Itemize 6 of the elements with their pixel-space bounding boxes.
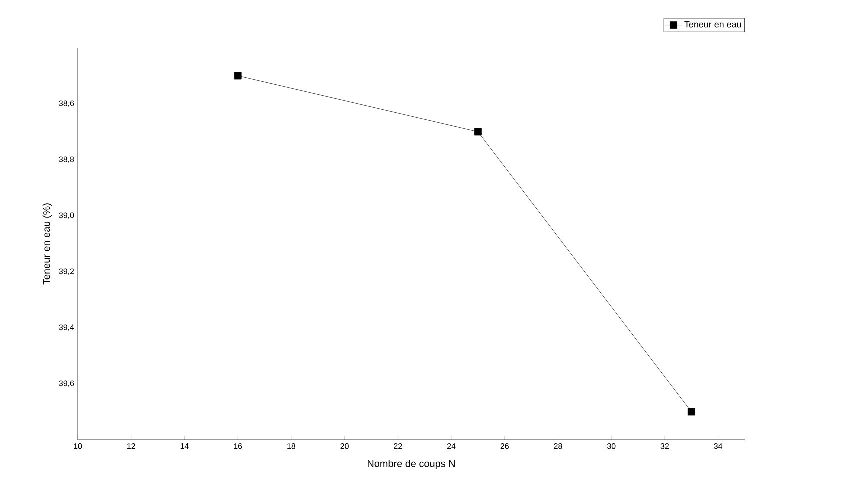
y-axis-title: Teneur en eau (%)	[42, 204, 52, 285]
point	[688, 408, 696, 416]
point	[474, 128, 482, 136]
x-axis-title: Nombre de coups N	[368, 460, 455, 470]
point	[234, 72, 242, 80]
legend-label: Teneur en eau	[684, 21, 742, 28]
